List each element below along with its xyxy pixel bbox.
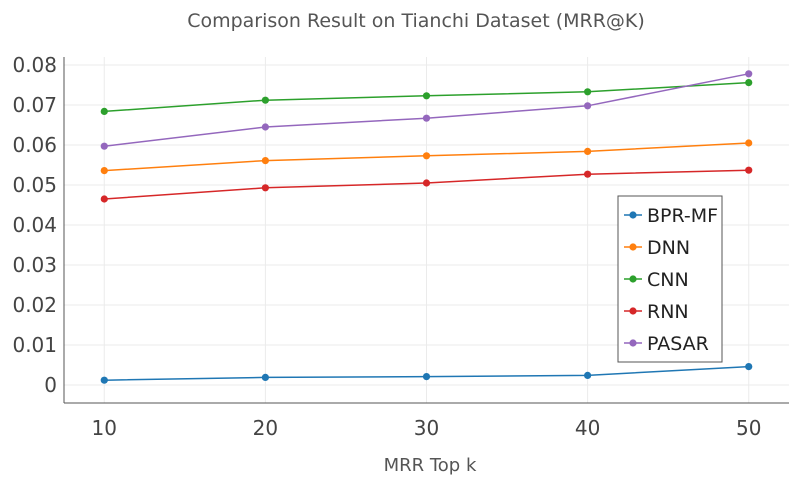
data-point [422, 179, 431, 187]
data-point [261, 96, 269, 104]
data-point [584, 102, 592, 110]
series-layer [100, 70, 753, 384]
x-tick-label: 50 [736, 416, 761, 440]
data-point [584, 170, 592, 178]
data-point [745, 79, 753, 87]
data-point [422, 114, 431, 122]
legend-item: CNN [624, 269, 689, 291]
data-point [100, 376, 108, 384]
legend-item: RNN [624, 301, 689, 323]
legend-label: PASAR [647, 333, 709, 355]
y-tick-label: 0 [44, 373, 57, 397]
data-point [261, 123, 269, 131]
legend-label: RNN [647, 301, 689, 323]
data-point [422, 92, 431, 100]
y-tick-label: 0.05 [12, 173, 57, 197]
data-point [100, 195, 108, 203]
x-tick-label: 20 [253, 416, 278, 440]
series-pasar [100, 70, 753, 150]
legend-item: BPR-MF [624, 205, 718, 227]
x-tick-label: 40 [575, 416, 600, 440]
legend-swatch-marker [629, 339, 637, 347]
data-point [261, 373, 269, 381]
legend-swatch-marker [629, 275, 637, 283]
data-point [261, 184, 269, 192]
legend-swatch-marker [629, 243, 637, 251]
series-cnn [100, 79, 753, 115]
data-point [422, 373, 431, 381]
series-dnn [100, 139, 753, 175]
data-point [100, 107, 108, 115]
y-tick-label: 0.03 [12, 253, 57, 277]
x-axis-label: MRR Top k [384, 455, 477, 476]
legend-item: DNN [624, 237, 690, 259]
y-tick-label: 0.02 [12, 293, 57, 317]
legend-item: PASAR [624, 333, 709, 355]
data-point [745, 166, 753, 174]
axes: 0 0.01 0.02 0.03 0.04 0.05 0.06 0.07 0.08 10 20 30 4… [12, 53, 789, 440]
data-point [584, 371, 592, 379]
chart-title: Comparison Result on Tianchi Dataset (MR… [187, 10, 645, 32]
y-tick-label: 0.04 [12, 213, 57, 237]
data-point [745, 139, 753, 147]
legend-label: CNN [647, 269, 689, 291]
legend-label: BPR-MF [647, 205, 718, 227]
data-point [745, 70, 753, 78]
data-point [100, 142, 108, 150]
y-tick-label: 0.07 [12, 93, 57, 117]
legend-label: DNN [647, 237, 690, 259]
y-tick-label: 0.01 [12, 333, 57, 357]
x-tick-label: 30 [414, 416, 439, 440]
data-point [745, 363, 753, 371]
data-point [422, 152, 431, 160]
y-tick-label: 0.08 [12, 53, 57, 77]
legend: BPR-MF DNN CNN RNN PASAR [617, 195, 723, 363]
y-tick-label: 0.06 [12, 133, 57, 157]
x-tick-label: 10 [92, 416, 117, 440]
legend-swatch-marker [629, 307, 637, 315]
series-bpr-mf [100, 363, 753, 384]
data-point [100, 167, 108, 175]
series-rnn [100, 166, 753, 203]
data-point [584, 88, 592, 96]
data-point [261, 157, 269, 165]
legend-swatch-marker [629, 211, 637, 219]
data-point [584, 147, 592, 155]
